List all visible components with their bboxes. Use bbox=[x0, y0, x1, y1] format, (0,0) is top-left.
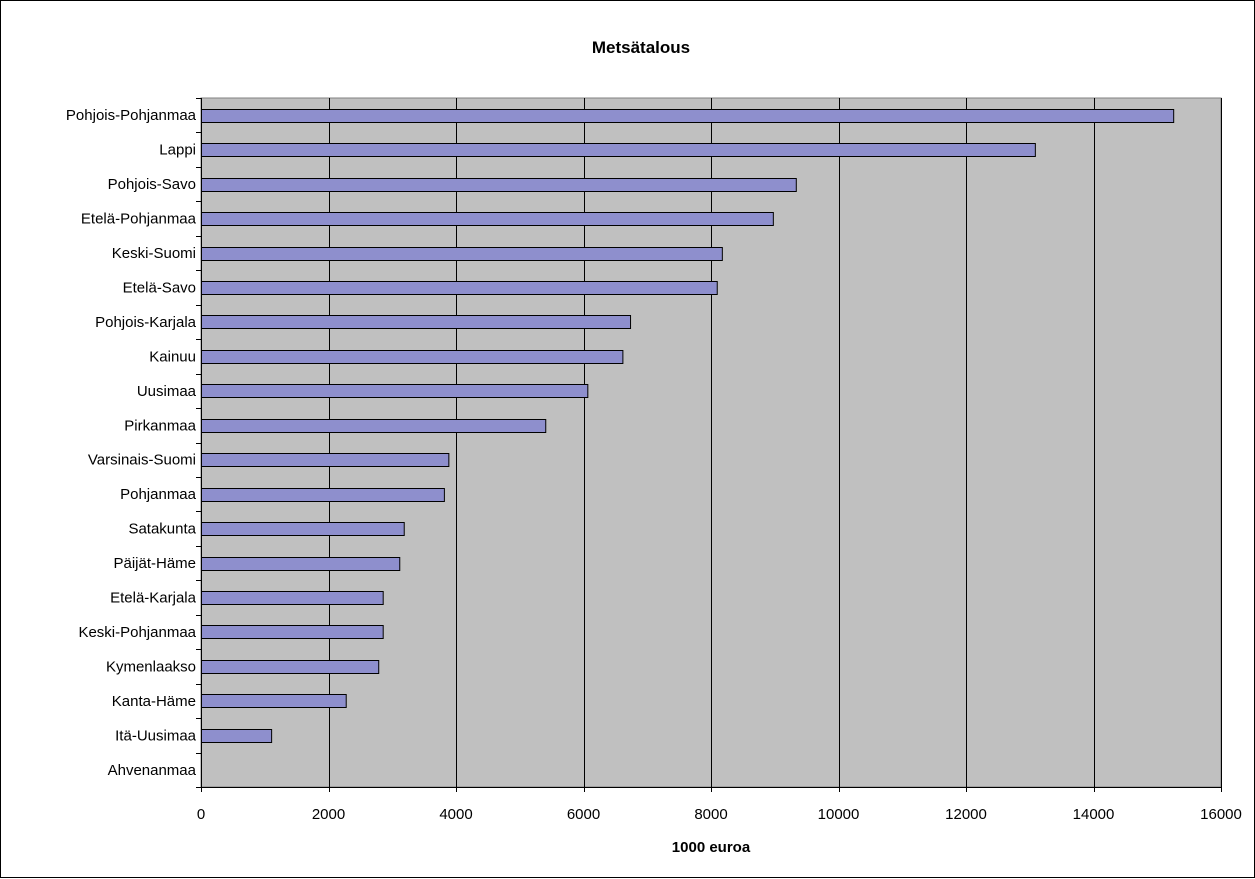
x-axis-label: 1000 euroa bbox=[672, 839, 751, 856]
category-label: Kainuu bbox=[149, 348, 196, 365]
bar bbox=[201, 247, 723, 261]
category-label: Ahvenanmaa bbox=[108, 762, 197, 779]
x-tick-label: 2000 bbox=[312, 806, 345, 823]
bar bbox=[201, 143, 1036, 157]
bar bbox=[201, 109, 1175, 123]
bar bbox=[201, 488, 445, 502]
category-label: Kanta-Häme bbox=[112, 693, 196, 710]
bar bbox=[201, 419, 547, 433]
x-tick-label: 10000 bbox=[818, 806, 860, 823]
x-tick-label: 12000 bbox=[945, 806, 987, 823]
bar bbox=[201, 660, 380, 674]
category-label: Keski-Pohjanmaa bbox=[78, 624, 196, 641]
category-label: Etelä-Savo bbox=[123, 279, 196, 296]
category-labels: Pohjois-Pohjanmaa Lappi Pohjois-Savo Etelä-… bbox=[66, 107, 197, 779]
bar bbox=[201, 625, 384, 639]
category-label: Etelä-Pohjanmaa bbox=[81, 211, 197, 228]
x-tick-label: 14000 bbox=[1073, 806, 1115, 823]
bar bbox=[201, 178, 797, 192]
x-tick-label: 16000 bbox=[1200, 806, 1242, 823]
bar bbox=[201, 281, 718, 295]
bar bbox=[201, 694, 347, 708]
x-tick-label: 0 bbox=[197, 806, 205, 823]
category-label: Itä-Uusimaa bbox=[115, 727, 197, 744]
x-tick-label: 6000 bbox=[567, 806, 600, 823]
category-label: Etelä-Karjala bbox=[110, 590, 197, 607]
category-label: Varsinais-Suomi bbox=[88, 452, 196, 469]
axes bbox=[196, 98, 1222, 792]
x-tick-label: 8000 bbox=[694, 806, 727, 823]
bar bbox=[201, 591, 384, 605]
bar bbox=[201, 384, 589, 398]
bar bbox=[201, 350, 624, 364]
tick-labels: 0 2000 4000 6000 8000 10000 12000 14000 16000 bbox=[197, 806, 1242, 823]
category-label: Pohjois-Savo bbox=[108, 176, 196, 193]
category-label: Pirkanmaa bbox=[124, 417, 196, 434]
category-label: Päijät-Häme bbox=[113, 555, 196, 572]
category-label: Pohjois-Pohjanmaa bbox=[66, 107, 197, 124]
category-label: Keski-Suomi bbox=[112, 245, 196, 262]
bar bbox=[201, 453, 450, 467]
bar bbox=[201, 729, 273, 743]
chart-title: Metsätalous bbox=[592, 38, 690, 57]
bar bbox=[201, 212, 774, 226]
category-label: Uusimaa bbox=[137, 383, 197, 400]
bar bbox=[201, 522, 405, 536]
category-label: Kymenlaakso bbox=[106, 658, 196, 675]
category-label: Pohjois-Karjala bbox=[95, 314, 197, 331]
x-tick-label: 4000 bbox=[439, 806, 472, 823]
bar bbox=[201, 557, 401, 571]
bars bbox=[201, 109, 1175, 743]
bar bbox=[201, 315, 632, 329]
category-label: Lappi bbox=[159, 142, 196, 159]
category-label: Pohjanmaa bbox=[120, 486, 197, 503]
category-label: Satakunta bbox=[128, 521, 196, 538]
